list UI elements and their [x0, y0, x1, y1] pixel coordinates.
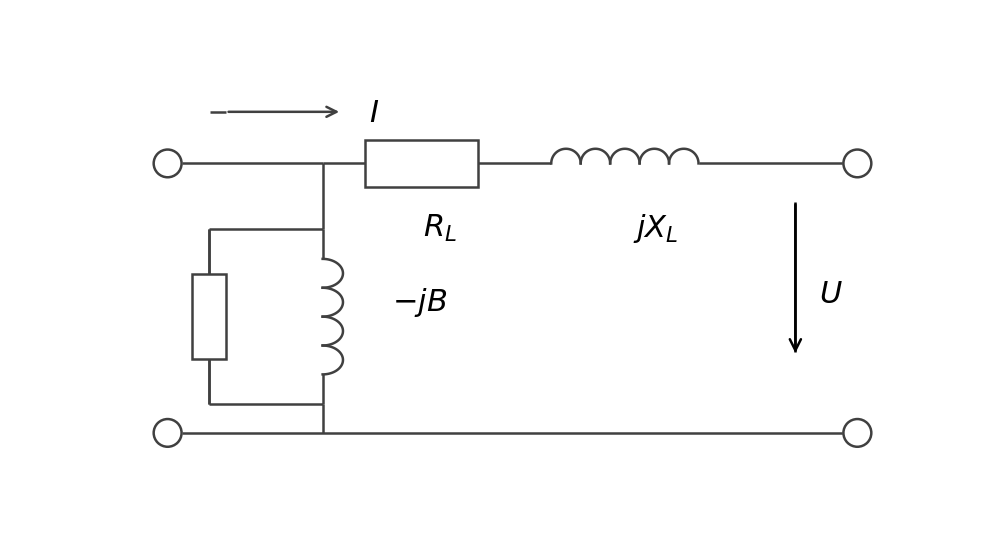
Text: $I$: $I$	[369, 99, 379, 128]
Text: $R_L$: $R_L$	[423, 213, 457, 244]
Text: $U$: $U$	[819, 280, 842, 309]
Bar	[365, 140, 478, 186]
Text: $-jB$: $-jB$	[392, 286, 447, 319]
Circle shape	[843, 419, 871, 447]
Text: $jX_L$: $jX_L$	[633, 212, 678, 245]
Text: $G$: $G$	[199, 288, 223, 317]
Circle shape	[843, 150, 871, 177]
Circle shape	[154, 419, 182, 447]
Circle shape	[154, 150, 182, 177]
Bar	[192, 274, 226, 359]
